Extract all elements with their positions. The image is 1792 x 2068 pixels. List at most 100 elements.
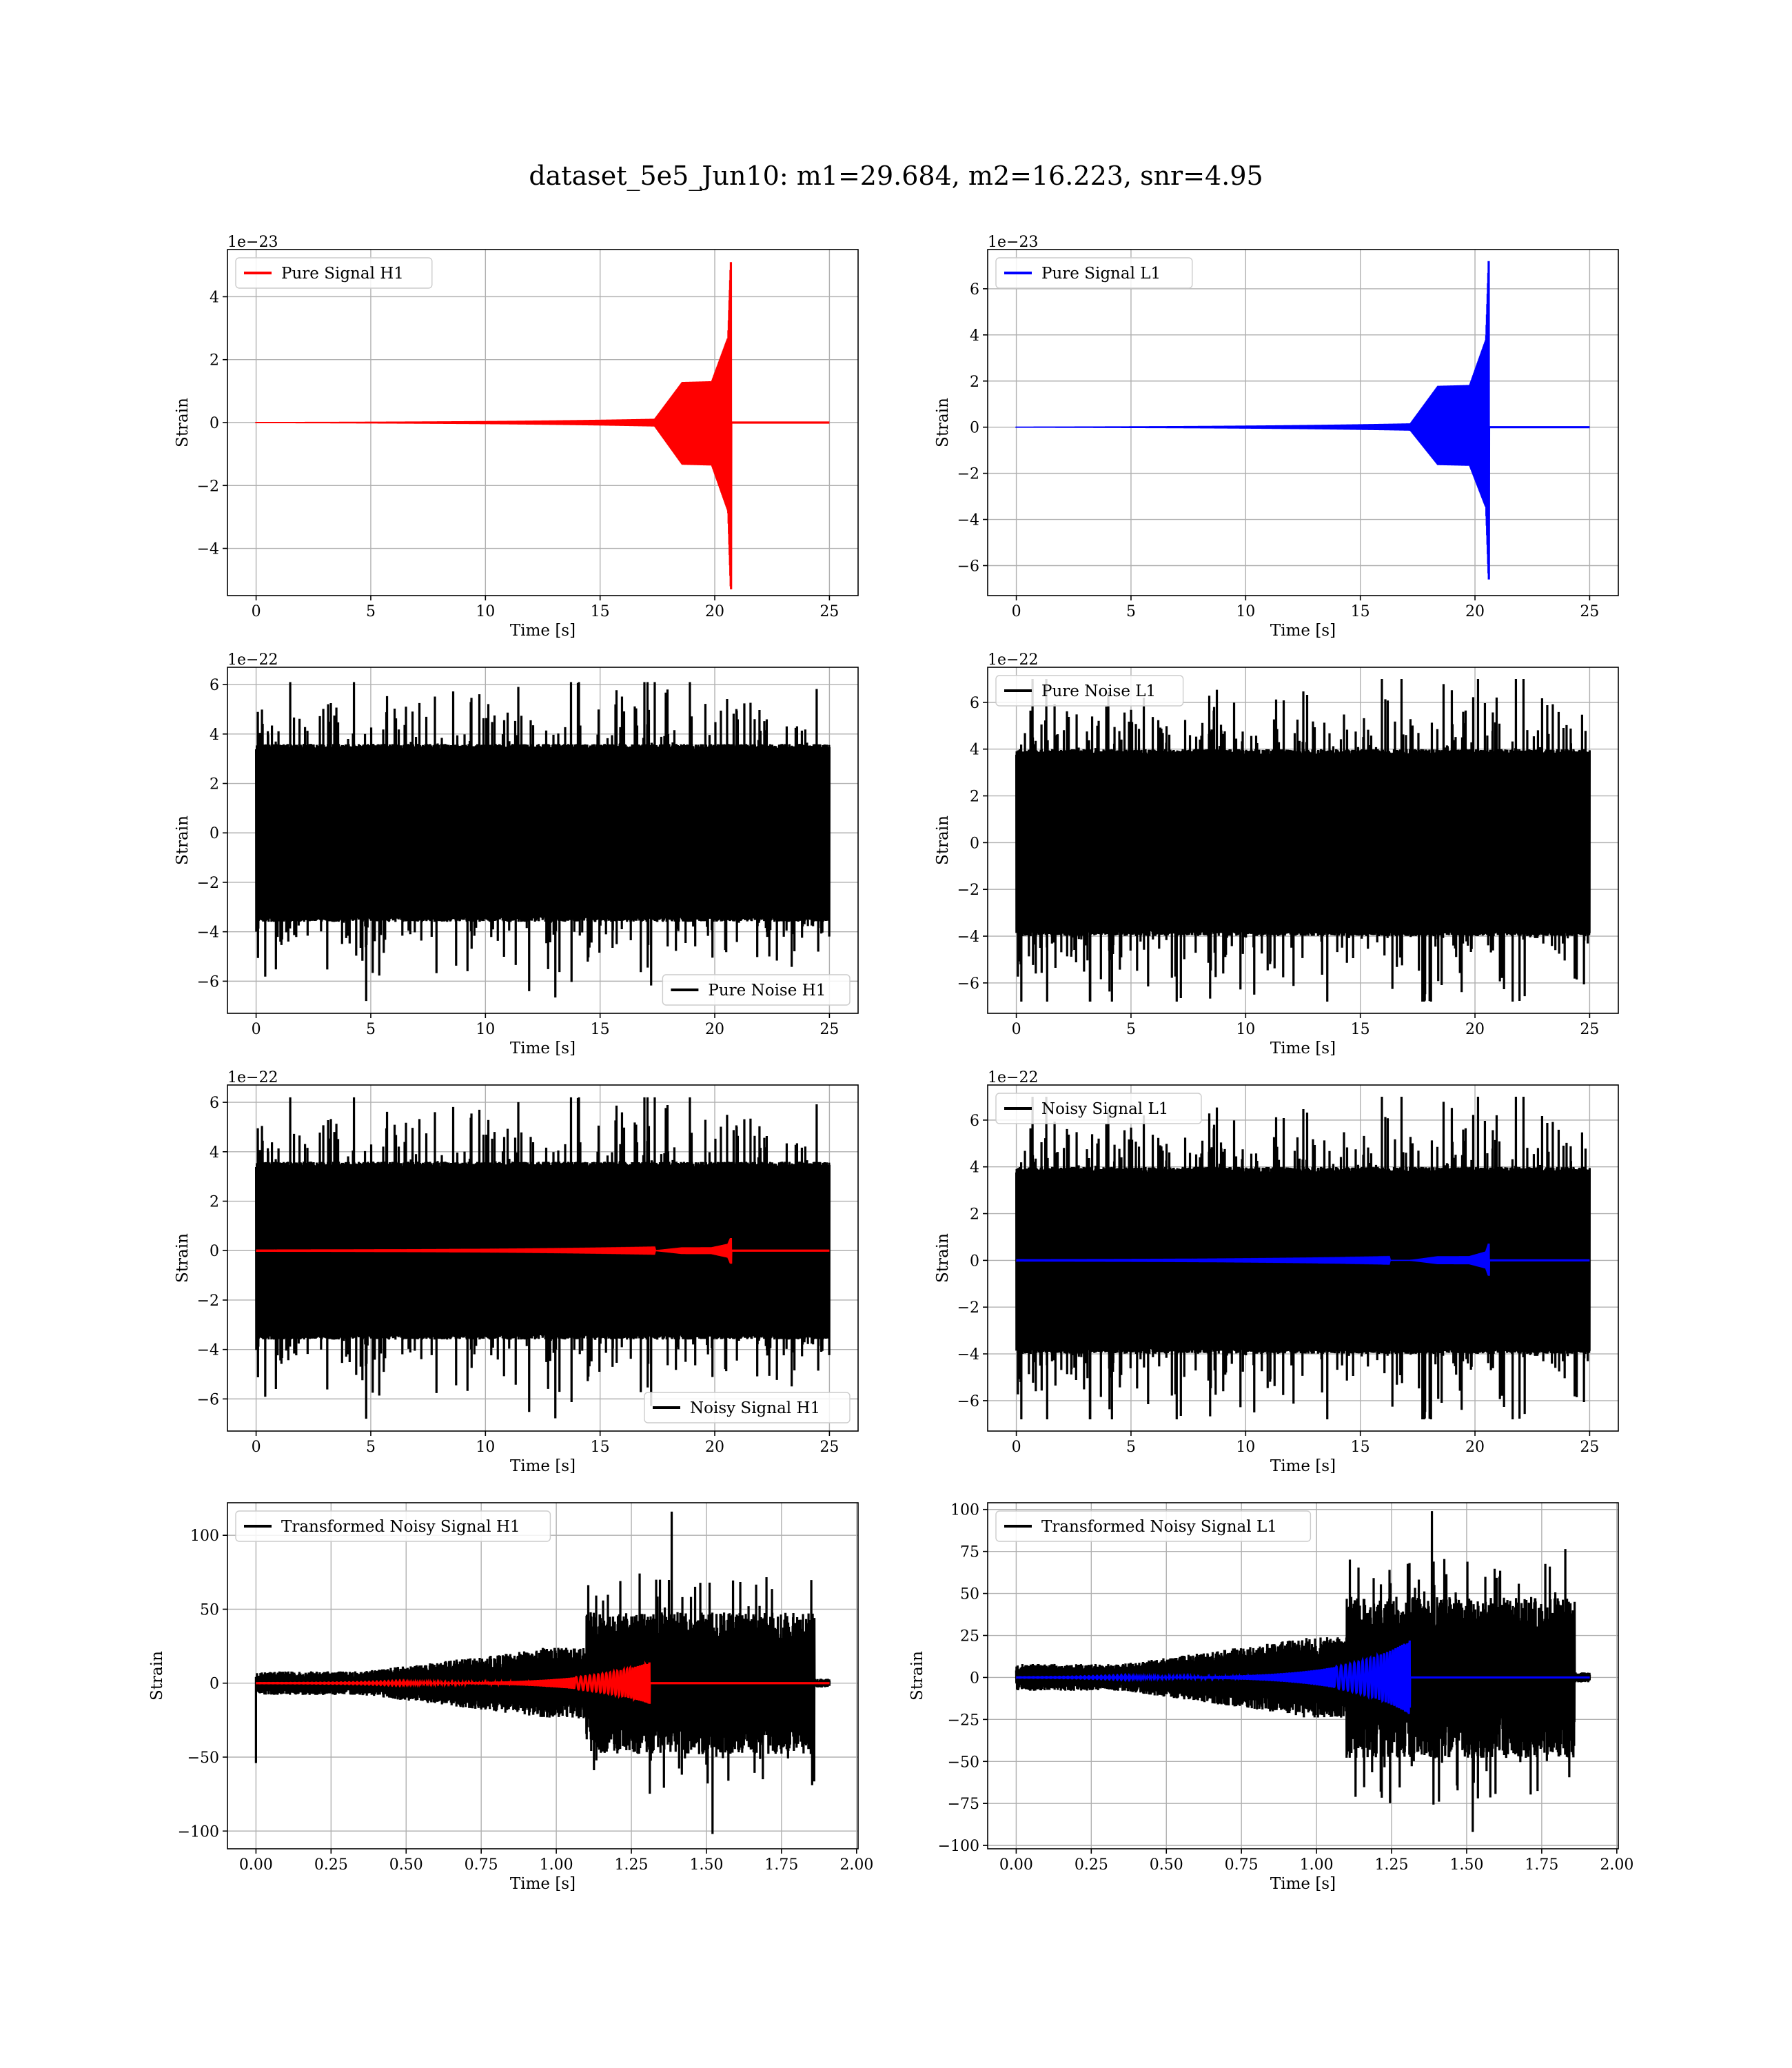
- x-tick-label: 25: [1580, 1021, 1599, 1038]
- subplot-pure-noise-h1: 0 5 10 15 20 25 −6 −4 −2 0 2 4 6 Time [s] Strain 1e−22 P…: [174, 651, 859, 1057]
- x-tick-label: 25: [819, 1439, 839, 1456]
- legend: Noisy Signal L1: [995, 1093, 1202, 1124]
- subplot-pure-noise-l1: 0 5 10 15 20 25 −6 −4 −2 0 2 4 6 Time [s] Strain 1e−22P…: [934, 651, 1619, 1057]
- y-tick-label: 6: [970, 1113, 979, 1130]
- y-tick-label: −6: [957, 558, 979, 575]
- axes-frame: [227, 1084, 859, 1432]
- y-tick-label: 50: [960, 1586, 979, 1603]
- y-tick-label: 2: [210, 352, 219, 369]
- y-tick-label: −2: [957, 466, 979, 483]
- x-tick-label: 15: [591, 1439, 610, 1456]
- x-tick-label: 25: [819, 603, 839, 620]
- x-tick-label: 20: [1465, 1439, 1485, 1456]
- x-tick-label: 0: [252, 603, 261, 620]
- y-axis-label: Strain: [148, 1651, 166, 1701]
- series-line-pure-signal-l1: [1015, 261, 1590, 580]
- x-tick-label: 1.25: [615, 1856, 649, 1874]
- y-tick-label: 75: [960, 1544, 979, 1561]
- x-tick-label: 20: [705, 1021, 724, 1038]
- x-tick-label: 20: [1465, 603, 1485, 620]
- y-tick-label: −25: [948, 1712, 979, 1729]
- y-tick-label: 2: [210, 776, 219, 793]
- legend-box: [662, 974, 851, 1006]
- y-tick-label: 100: [950, 1502, 979, 1519]
- series-line-pure-signal-l1: [1015, 1243, 1590, 1276]
- series-group: [1015, 1096, 1591, 1420]
- y-tick-label: 6: [970, 281, 979, 298]
- y-tick-label: −4: [197, 924, 219, 942]
- y-tick-label: 4: [970, 742, 979, 759]
- legend-label: Noisy Signal H1: [690, 1399, 820, 1417]
- legend-box: [995, 1510, 1312, 1542]
- legend-label: Transformed Noisy Signal L1: [1041, 1518, 1277, 1536]
- series-line-pure-signal-h1: [255, 262, 830, 589]
- series-group: [1015, 678, 1591, 1002]
- x-tick-label: 20: [705, 1439, 724, 1456]
- legend-label: Pure Noise H1: [708, 982, 826, 1000]
- x-tick-label: 0: [1012, 1021, 1021, 1038]
- y-tick-label: 0: [970, 1253, 979, 1270]
- y-tick-label: 6: [970, 695, 979, 712]
- series-group: [1015, 1511, 1591, 1832]
- y-tick-label: −75: [948, 1796, 979, 1813]
- x-tick-label: 0.00: [999, 1856, 1033, 1874]
- y-tick-label: 2: [970, 789, 979, 806]
- x-tick-label: 0: [1012, 603, 1021, 620]
- y-tick-label: 0: [210, 825, 219, 842]
- y-tick-label: −100: [938, 1838, 979, 1855]
- y-tick-label: −2: [197, 1292, 219, 1310]
- series-line-transformed-noisy-signal-l1: [1015, 1511, 1591, 1832]
- y-tick-label: 25: [960, 1628, 979, 1645]
- series-group: [254, 1511, 831, 1834]
- x-tick-label: 5: [1126, 1439, 1136, 1456]
- x-axis-label: Time [s]: [1270, 622, 1336, 640]
- y-tick-label: −2: [957, 1299, 979, 1317]
- y-tick-label: 2: [970, 374, 979, 391]
- x-axis-label: Time [s]: [1270, 1040, 1336, 1057]
- x-tick-label: 0: [1012, 1439, 1021, 1456]
- y-tick-label: 0: [970, 1670, 979, 1687]
- x-tick-label: 15: [1351, 603, 1370, 620]
- series-group: [254, 682, 831, 1002]
- axes-frame: [227, 667, 859, 1014]
- y-offset-label: 1e−22: [988, 651, 1038, 669]
- y-tick-label: 4: [970, 327, 979, 345]
- x-tick-label: 15: [591, 1021, 610, 1038]
- y-axis-label: Strain: [174, 815, 192, 865]
- x-tick-label: 0: [252, 1021, 261, 1038]
- x-tick-label: 15: [591, 603, 610, 620]
- x-tick-label: 25: [819, 1021, 839, 1038]
- x-axis-label: Time [s]: [510, 1875, 576, 1893]
- y-tick-label: 4: [970, 1159, 979, 1177]
- legend-box: [235, 257, 433, 289]
- legend-label: Noisy Signal L1: [1041, 1100, 1168, 1118]
- x-axis-label: Time [s]: [1270, 1875, 1336, 1893]
- y-tick-label: 2: [970, 1206, 979, 1224]
- x-tick-label: 10: [1236, 1439, 1255, 1456]
- y-tick-label: 0: [210, 1243, 219, 1260]
- x-tick-label: 10: [476, 603, 495, 620]
- x-tick-label: 0.75: [1225, 1856, 1259, 1874]
- subplot-pure-signal-h1: 0 5 10 15 20 25 −4 −2 0 2 4 Time [s] Strain 1e−23Pure…: [174, 234, 859, 640]
- y-tick-label: −2: [957, 882, 979, 899]
- x-tick-label: 10: [476, 1021, 495, 1038]
- y-axis-label: Strain: [934, 815, 952, 865]
- y-tick-label: −4: [957, 1346, 979, 1364]
- subplot-transformed-noisy-signal-l1: 0.00 0.25 0.50 0.75 1.00 1.25 1.50 1.75 2.00 −100…: [908, 1502, 1633, 1893]
- series-line-transformed-noisy-signal-h1: [254, 1511, 831, 1834]
- y-tick-label: −4: [957, 929, 979, 946]
- y-tick-label: 6: [210, 677, 219, 694]
- y-tick-label: 100: [190, 1528, 219, 1545]
- x-tick-label: 25: [1580, 1439, 1599, 1456]
- y-tick-label: −4: [197, 541, 219, 558]
- legend-label: Pure Signal H1: [281, 265, 404, 283]
- subplot-pure-signal-l1: 0 5 10 15 20 25 −6 −4 −2 0 2 4 6 Time [s] Strain 1e−23P…: [934, 234, 1619, 640]
- y-tick-label: 4: [210, 1144, 219, 1162]
- series-line-pure-noise-h1: [254, 682, 831, 1002]
- x-tick-label: 0.50: [389, 1856, 423, 1874]
- y-axis-label: Strain: [934, 1233, 952, 1283]
- axes-frame: [227, 1502, 859, 1849]
- y-tick-label: 6: [210, 1095, 219, 1112]
- x-tick-label: 1.00: [540, 1856, 573, 1874]
- x-tick-label: 0.50: [1150, 1856, 1183, 1874]
